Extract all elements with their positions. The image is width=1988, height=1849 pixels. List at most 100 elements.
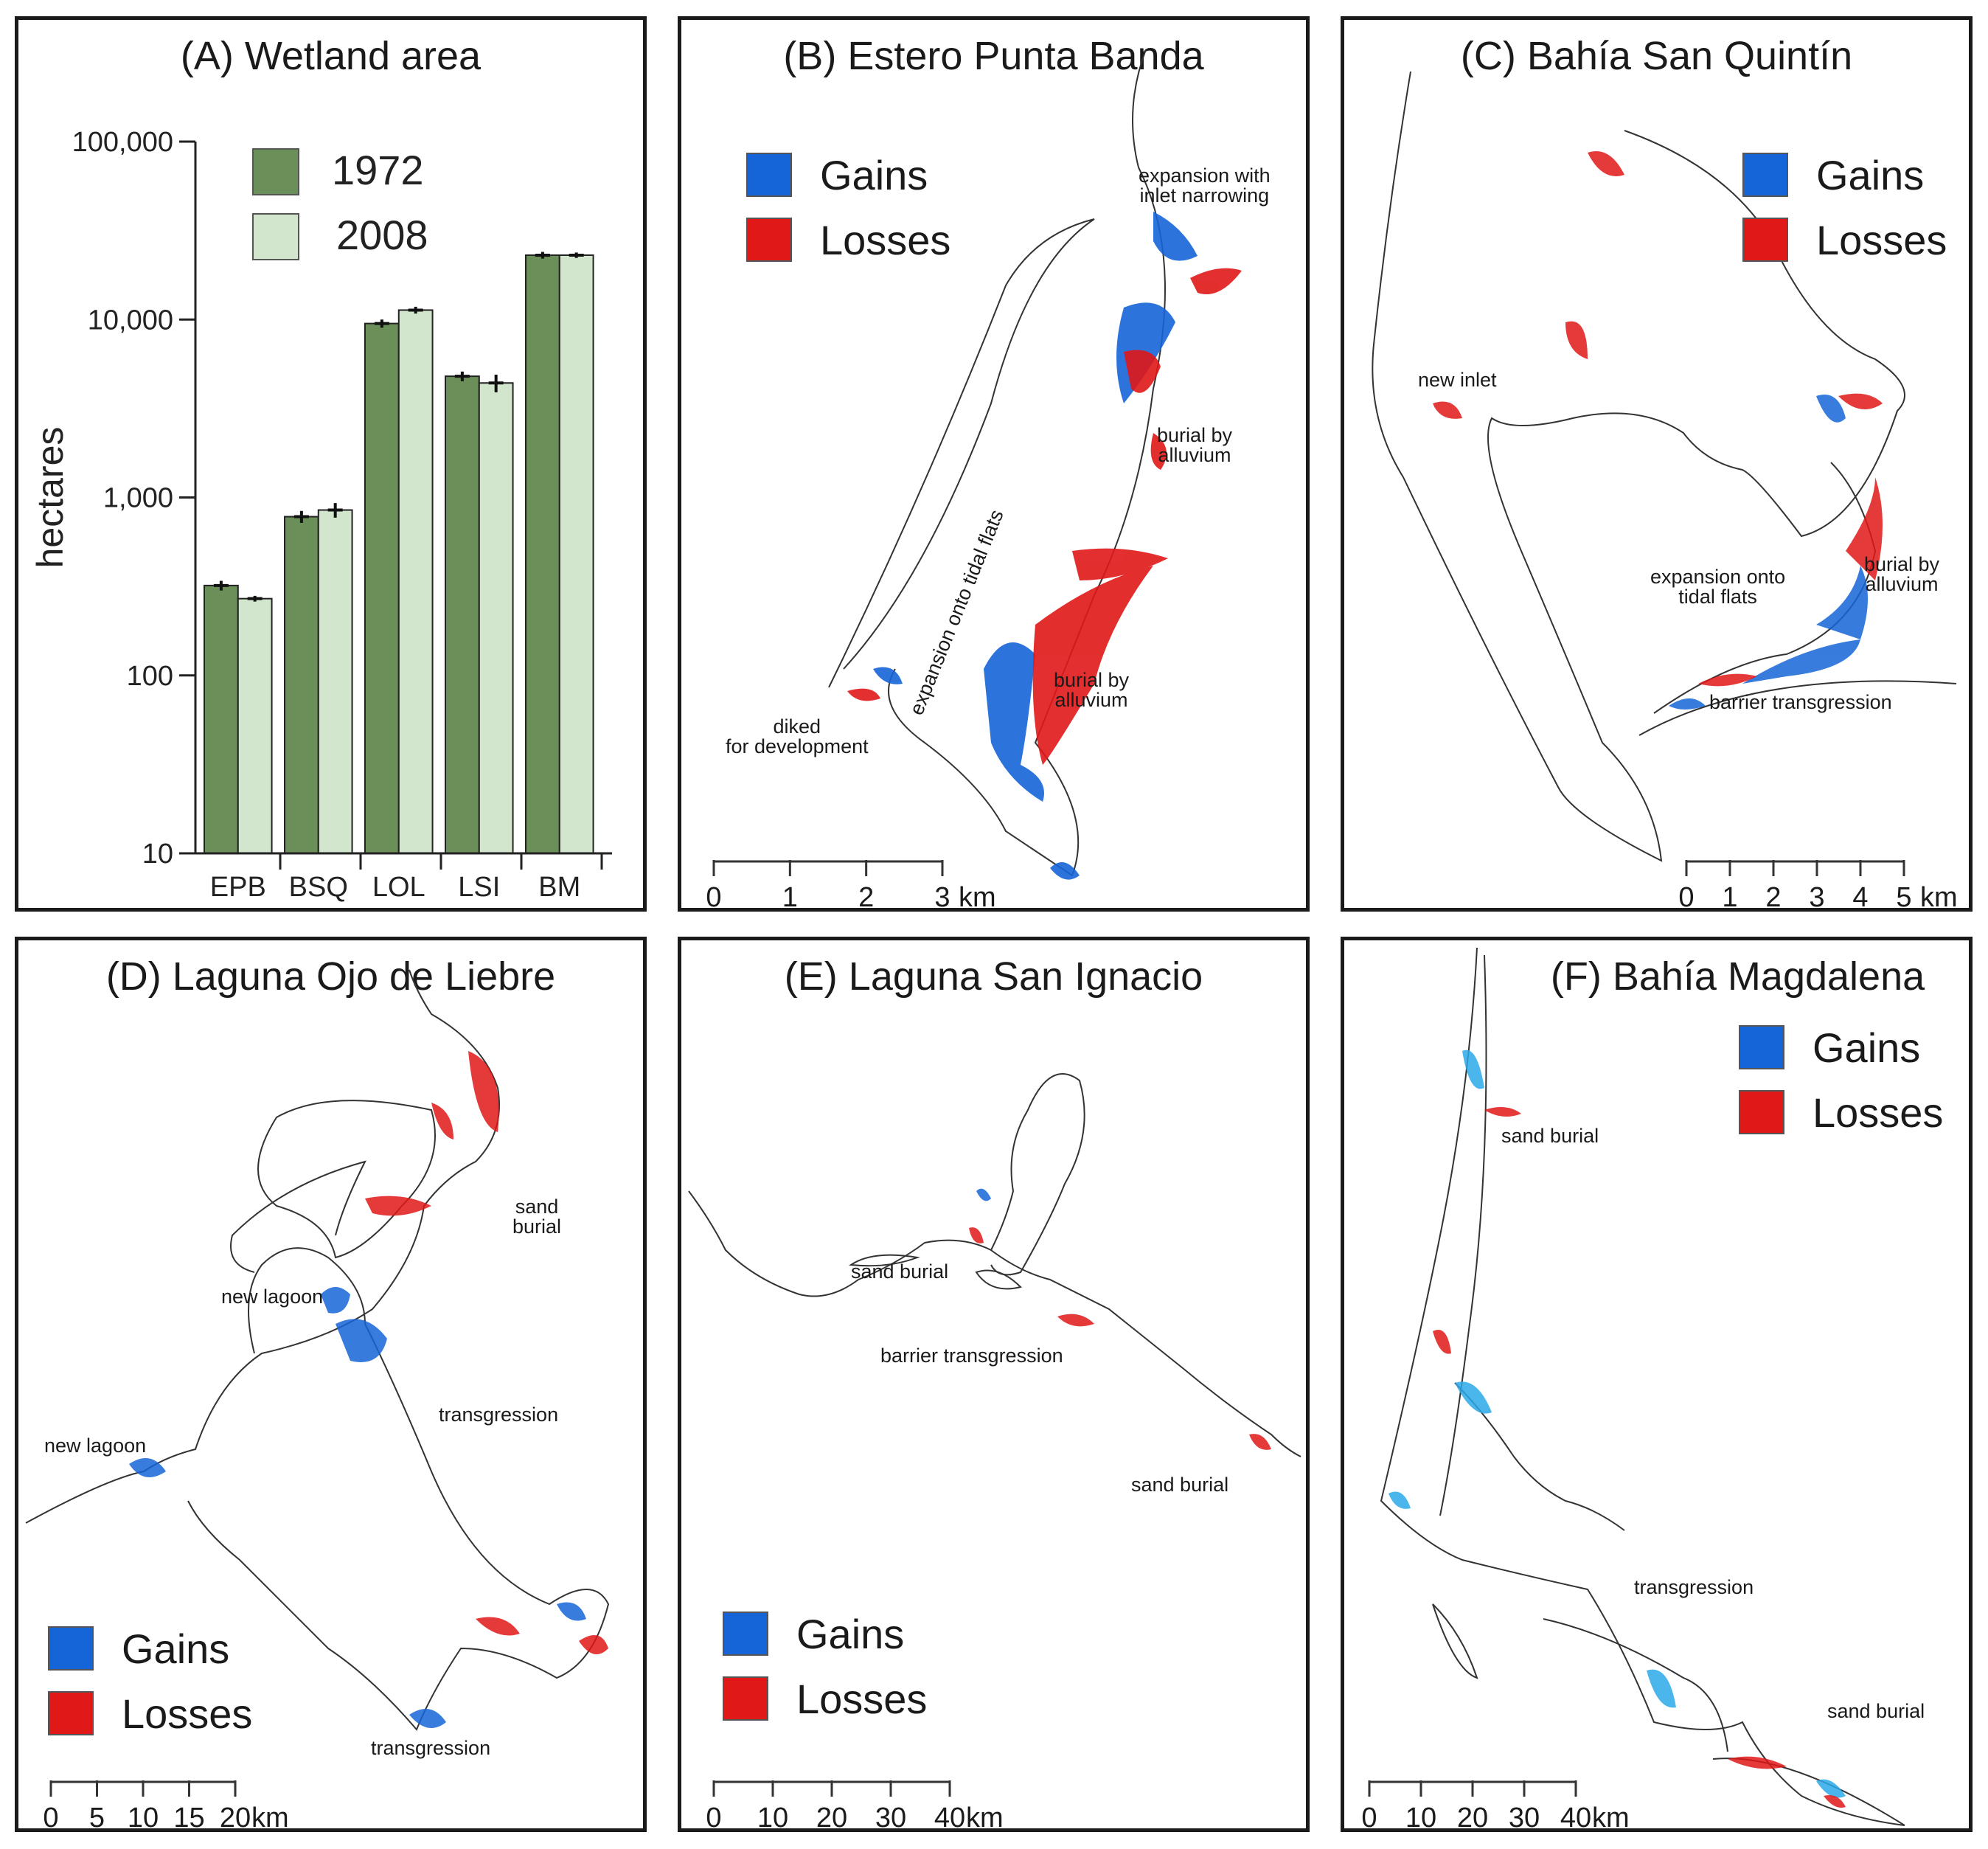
scale-tick-label: 4 bbox=[1852, 882, 1869, 912]
panel-title: (F) Bahía Magdalena bbox=[1550, 954, 1925, 999]
bar-1972-BM bbox=[525, 254, 560, 854]
legend-losses-label: Losses bbox=[1813, 1089, 1944, 1136]
gains-swatch bbox=[723, 1612, 768, 1656]
legend-gains-label: Gains bbox=[1816, 152, 1925, 198]
gains-swatch bbox=[1739, 1025, 1784, 1069]
scale-tick-label: 15 bbox=[173, 1803, 205, 1832]
scale-unit: km bbox=[1920, 882, 1958, 912]
coastline-outline bbox=[888, 49, 1166, 877]
scale-tick-label: 0 bbox=[1678, 882, 1695, 912]
annotation-sand-burial-2: sand burial bbox=[1827, 1700, 1925, 1722]
gains-swatch bbox=[1742, 153, 1788, 197]
legend-gains-label: Gains bbox=[1813, 1024, 1921, 1071]
losses-swatch bbox=[1742, 218, 1788, 262]
scale-tick-label: 20 bbox=[219, 1803, 251, 1832]
losses-patches bbox=[1433, 1107, 1846, 1808]
bar-1972-LOL bbox=[364, 322, 400, 854]
panel-title: (E) Laguna San Ignacio bbox=[784, 954, 1203, 999]
scale-tick-label: 10 bbox=[127, 1803, 159, 1832]
losses-patches bbox=[365, 1051, 608, 1654]
panel-b-estero-punta-banda: (B) Estero Punta Banda Gains Losses expa… bbox=[678, 16, 1310, 912]
legend-swatch-2008 bbox=[252, 213, 299, 260]
bar-2008-LOL bbox=[397, 309, 434, 854]
x-tick-label: BM bbox=[538, 872, 580, 903]
inner-barrier bbox=[1439, 954, 1487, 1516]
scale-tick-label: 0 bbox=[1361, 1803, 1377, 1832]
scale-tick-label: 30 bbox=[1508, 1803, 1540, 1832]
annotation-sand-burial-2: sand burial bbox=[1131, 1474, 1229, 1496]
panel-c-bahia-san-quintin: (C) Bahía San Quintín Gains Losses new i… bbox=[1341, 16, 1973, 912]
annotation-transgression-2: transgression bbox=[371, 1737, 491, 1759]
panel-title: (D) Laguna Ojo de Liebre bbox=[105, 954, 556, 999]
annotation-expansion-inlet: expansion with inlet narrowing bbox=[1139, 164, 1271, 207]
scale-unit: km bbox=[959, 882, 996, 912]
inner-lagoon bbox=[187, 1247, 610, 1731]
legend-losses-label: Losses bbox=[796, 1676, 928, 1722]
scale-tick-label: 1 bbox=[1722, 882, 1738, 912]
y-tick-label: 100 bbox=[127, 661, 173, 692]
island-2 bbox=[975, 1269, 1022, 1290]
losses-swatch bbox=[746, 218, 792, 262]
scale-tick-label: 0 bbox=[43, 1803, 59, 1832]
losses-swatch bbox=[723, 1676, 768, 1721]
x-tick-label: LOL bbox=[372, 872, 425, 903]
scale-unit: km bbox=[1592, 1803, 1630, 1832]
panel-d-laguna-ojo-de-liebre: (D) Laguna Ojo de Liebre Gains Losses sa… bbox=[15, 937, 647, 1832]
bar-2008-BM bbox=[558, 254, 594, 854]
scale-tick-label: 20 bbox=[1456, 1803, 1489, 1832]
coastline bbox=[688, 1190, 1301, 1457]
annotation-sand-burial-1: sand burial bbox=[1501, 1125, 1599, 1147]
annotation-sand-burial: sand burial bbox=[512, 1196, 562, 1238]
y-tick-label: 100,000 bbox=[72, 127, 173, 158]
scale-tick-label: 5 bbox=[1896, 882, 1912, 912]
scale-tick-label: 10 bbox=[1405, 1803, 1437, 1832]
scale-tick-label: 5 bbox=[88, 1803, 105, 1832]
bar-1972-EPB bbox=[204, 584, 239, 854]
legend-losses-label: Losses bbox=[820, 217, 951, 263]
panel-f-bahia-magdalena: (F) Bahía Magdalena Gains Losses sand bu… bbox=[1341, 937, 1973, 1832]
y-tick-label: 10 bbox=[142, 839, 173, 870]
scale-tick-label: 0 bbox=[706, 882, 722, 912]
scale-tick-label: 3 bbox=[934, 882, 950, 912]
scale-tick-label: 1 bbox=[782, 882, 798, 912]
map-laguna-ojo-de-liebre bbox=[25, 969, 610, 1731]
west-lobe bbox=[230, 1160, 366, 1273]
annotation-burial: burial by alluvium bbox=[1864, 553, 1940, 595]
scale-tick-label: 3 bbox=[1809, 882, 1825, 912]
y-tick-label: 10,000 bbox=[88, 305, 173, 336]
chart-title: (A) Wetland area bbox=[180, 34, 482, 78]
legend-gains-label: Gains bbox=[796, 1611, 905, 1657]
annotation-burial-1: burial by alluvium bbox=[1157, 424, 1233, 466]
panel-e-laguna-san-ignacio: (E) Laguna San Ignacio Gains Losses sand… bbox=[678, 937, 1310, 1832]
y-tick-label: 1,000 bbox=[103, 483, 173, 514]
map-estero-punta-banda bbox=[828, 49, 1242, 880]
bar-1972-BSQ bbox=[284, 516, 319, 854]
north-arm bbox=[990, 1073, 1085, 1276]
legend-label-2008: 2008 bbox=[336, 212, 428, 258]
x-tick-label: LSI bbox=[458, 872, 500, 903]
lagoon-island bbox=[1432, 1603, 1478, 1679]
x-tick-label: BSQ bbox=[289, 872, 348, 903]
annotation-new-lagoon-1: new lagoon bbox=[221, 1286, 324, 1308]
map-bahia-san-quintin bbox=[1372, 71, 1957, 862]
bar-2008-EPB bbox=[237, 597, 273, 854]
losses-patches bbox=[847, 268, 1242, 765]
scale-tick-label: 2 bbox=[858, 882, 875, 912]
bar-2008-LSI bbox=[478, 382, 514, 854]
legend-swatch-1972 bbox=[252, 148, 299, 195]
barrier-outline bbox=[1638, 680, 1957, 736]
annotation-sand-burial-1: sand burial bbox=[851, 1260, 949, 1283]
panel-title: (B) Estero Punta Banda bbox=[783, 34, 1204, 78]
legend-label-1972: 1972 bbox=[332, 147, 424, 193]
annotation-barrier: barrier transgression bbox=[880, 1345, 1063, 1367]
bar-2008-BSQ bbox=[317, 509, 353, 855]
gains-patches bbox=[1669, 395, 1868, 710]
legend-gains-label: Gains bbox=[820, 152, 928, 198]
scale-tick-label: 2 bbox=[1765, 882, 1782, 912]
losses-swatch bbox=[48, 1691, 94, 1735]
gains-patches bbox=[1389, 1050, 1846, 1798]
panel-a-wetland-area: (A) Wetland area 10 100 1,000 10,000 100,000… bbox=[15, 16, 647, 912]
bar-chart: 10 100 1,000 10,000 100,000 hectares EPB BSQ LOL… bbox=[29, 127, 612, 903]
annotation-transgression: transgression bbox=[1634, 1576, 1754, 1598]
gains-patches bbox=[976, 1188, 991, 1201]
